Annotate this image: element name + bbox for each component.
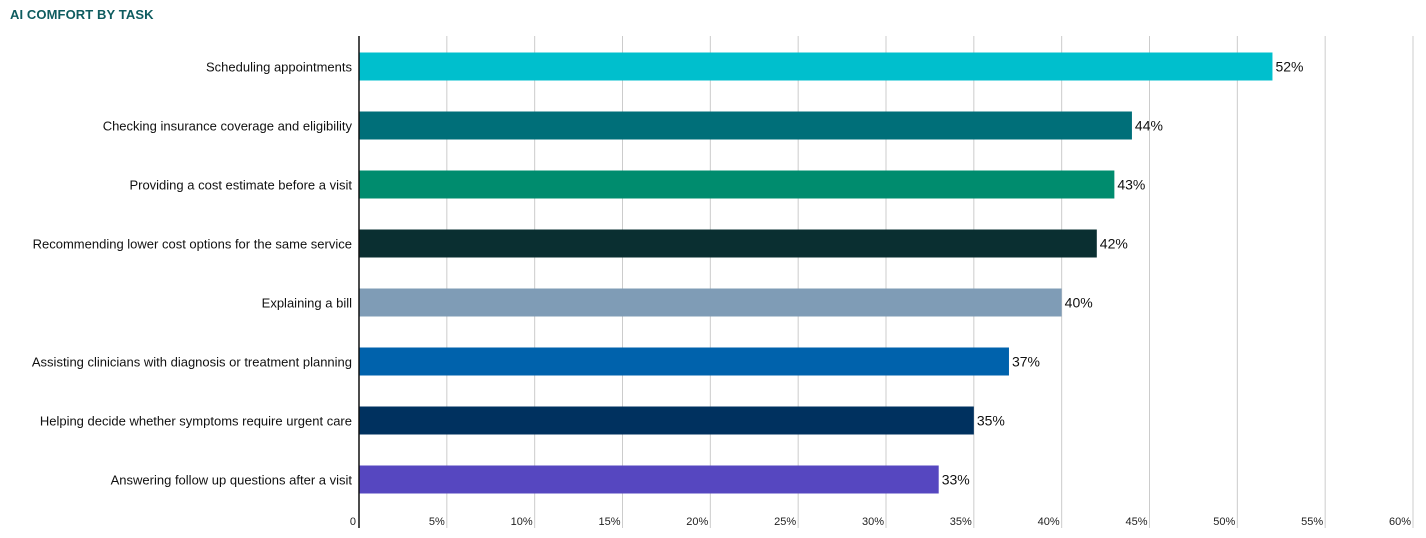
x-tick-label: 15% bbox=[598, 516, 620, 528]
category-label: Answering follow up questions after a vi… bbox=[111, 473, 353, 488]
gridlines bbox=[446, 36, 1414, 528]
category-label: Explaining a bill bbox=[262, 296, 352, 311]
bar-value-label: 37% bbox=[1012, 354, 1040, 370]
x-tick-label: 45% bbox=[1125, 516, 1147, 528]
category-label: Scheduling appointments bbox=[206, 60, 352, 75]
bar bbox=[359, 465, 939, 494]
chart-title: AI COMFORT BY TASK bbox=[10, 7, 154, 22]
bar bbox=[359, 406, 974, 435]
category-label: Helping decide whether symptoms require … bbox=[40, 414, 352, 429]
x-tick-label: 25% bbox=[774, 516, 796, 528]
bar bbox=[359, 288, 1062, 317]
bar bbox=[359, 229, 1097, 258]
x-tick-label: 20% bbox=[686, 516, 708, 528]
bar bbox=[359, 111, 1132, 140]
x-tick-label: 55% bbox=[1301, 516, 1323, 528]
category-label: Providing a cost estimate before a visit bbox=[129, 178, 352, 193]
category-label: Checking insurance coverage and eligibil… bbox=[103, 119, 353, 134]
x-tick-label: 60% bbox=[1389, 516, 1411, 528]
x-tick-label: 30% bbox=[862, 516, 884, 528]
bars bbox=[359, 52, 1273, 494]
value-labels: 52% 44% 43% 42% 40% 37% 35% 33% bbox=[942, 59, 1304, 488]
x-tick-label: 40% bbox=[1038, 516, 1060, 528]
bar-value-label: 43% bbox=[1117, 177, 1145, 193]
x-tick-label: 5% bbox=[429, 516, 445, 528]
bar bbox=[359, 52, 1273, 81]
x-tick-label: 0 bbox=[350, 516, 356, 528]
bar-value-label: 33% bbox=[942, 472, 970, 488]
x-tick-label: 50% bbox=[1213, 516, 1235, 528]
category-labels: Scheduling appointments Checking insuranc… bbox=[32, 60, 353, 488]
bar-value-label: 40% bbox=[1065, 295, 1093, 311]
category-label: Recommending lower cost options for the … bbox=[33, 237, 352, 252]
x-tick-label: 35% bbox=[950, 516, 972, 528]
bar bbox=[359, 347, 1009, 376]
bar bbox=[359, 170, 1115, 199]
bar-value-label: 52% bbox=[1275, 59, 1303, 75]
bar-value-label: 35% bbox=[977, 413, 1005, 429]
x-tick-label: 10% bbox=[511, 516, 533, 528]
bar-value-label: 42% bbox=[1100, 236, 1128, 252]
category-label: Assisting clinicians with diagnosis or t… bbox=[32, 355, 352, 370]
bar-value-label: 44% bbox=[1135, 118, 1163, 134]
x-axis-tick-labels: 0 5% 10% 15% 20% 25% 30% 35% 40% 45% 50% 55% 60% bbox=[350, 516, 1411, 528]
